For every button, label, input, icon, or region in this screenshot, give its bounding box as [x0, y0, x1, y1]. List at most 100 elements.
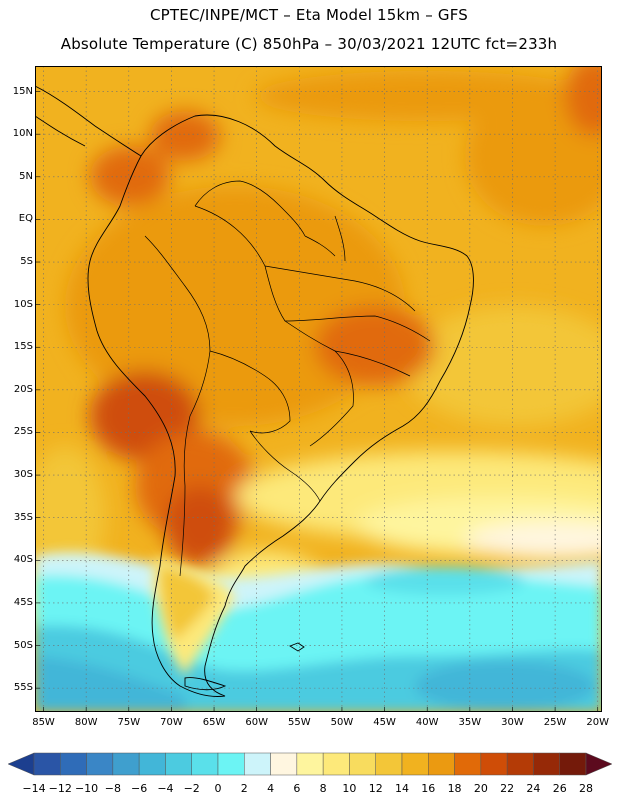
latitude-tick-label: 15N [12, 85, 33, 97]
latitude-tick-label: 30S [13, 469, 33, 481]
colorbar-tick-label: 18 [447, 782, 462, 795]
longitude-tick-label: 55W [288, 717, 311, 728]
colorbar-bin [270, 752, 298, 776]
temperature-zone [65, 186, 405, 426]
longitude-tick-label: 45W [373, 717, 396, 728]
colorbar-bin [428, 752, 455, 776]
colorbar-bin [506, 752, 534, 776]
temperature-zone [90, 146, 170, 206]
latitude-tick-label: 10N [12, 128, 33, 140]
colorbar-bin [349, 752, 376, 776]
temperature-zone [365, 567, 525, 595]
temperature-zone [405, 306, 602, 426]
border-guianas [304, 215, 346, 262]
colorbar-tick-label: 24 [526, 782, 541, 795]
border-argentina [249, 430, 321, 502]
temperature-field [35, 66, 602, 712]
temperature-zone [565, 66, 602, 136]
temperature-zone [315, 306, 435, 386]
colorbar-tick-label: 6 [293, 782, 301, 795]
colorbar-bin [244, 752, 271, 776]
border-bolivia [209, 350, 291, 434]
temperature-zone [165, 486, 235, 566]
tierra-del-fuego [184, 677, 227, 691]
latitude-tick-label: 45S [13, 596, 33, 608]
longitude-tick-label: 70W [160, 717, 183, 728]
colorbar-bin [33, 752, 61, 776]
longitude-tick-label: 75W [117, 717, 141, 728]
chart-title: CPTEC/INPE/MCT – Eta Model 15km – GFS [150, 6, 468, 24]
temperature-zone [465, 521, 602, 561]
longitude-tick-label: 35W [458, 717, 482, 728]
longitude-tick-label: 20W [586, 717, 610, 728]
colorbar-tick-label: 10 [342, 782, 357, 795]
longitude-tick-label: 85W [32, 717, 55, 728]
colorbar-tick-label: 2 [240, 782, 248, 795]
colorbar-tick-label: 4 [267, 782, 275, 795]
border-brazil-west [194, 205, 354, 447]
temperature-zone [150, 111, 220, 161]
longitude-tick-label: 25W [543, 717, 567, 728]
colorbar-arrow-high [585, 752, 613, 776]
colorbar-tick-label: 0 [214, 782, 222, 795]
central-america-coastline [35, 85, 142, 157]
colorbar-bin [191, 752, 219, 776]
colorbar-tick-label: −2 [183, 782, 200, 795]
longitude-tick-label: 65W [202, 717, 226, 728]
colorbar-bin [138, 752, 166, 776]
latitude-tick-label: 55S [13, 682, 33, 694]
colorbar-tick-label: −14 [22, 782, 46, 795]
colorbar-tick-label: −12 [48, 782, 72, 795]
colorbar-bin [559, 752, 587, 776]
coastlines [35, 85, 474, 697]
colorbar-bin [296, 752, 324, 776]
longitude-tick-label: 40W [415, 717, 439, 728]
colorbar-tick-label: 8 [319, 782, 327, 795]
colorbar-bin [165, 752, 192, 776]
latitude-tick-label: 20S [13, 383, 33, 395]
colorbar-bin [322, 752, 350, 776]
colorbar-tick-label: 22 [500, 782, 515, 795]
latitude-tick-label: 35S [13, 511, 33, 523]
colorbar-bin [112, 752, 140, 776]
colorbar-tick-label: −6 [131, 782, 148, 795]
border-brazil-states [264, 265, 431, 377]
colorbar-bin [533, 752, 560, 776]
colorbar-arrow-low [7, 752, 35, 776]
colorbar-bin [454, 752, 482, 776]
longitude-tick-label: 60W [245, 717, 268, 728]
longitude-tick-label: 80W [74, 717, 98, 728]
temperature-zone [465, 86, 602, 226]
colorbar-bin [480, 752, 508, 776]
colorbar-bin [401, 752, 429, 776]
map-panel [35, 66, 602, 712]
colorbar-tick-label: 26 [552, 782, 567, 795]
colorbar-bin [60, 752, 87, 776]
border-venezuela [194, 180, 306, 237]
latitude-tick-label: EQ [18, 213, 33, 225]
latitude-tick-label: 15S [13, 341, 33, 353]
colorbar-tick-label: 28 [579, 782, 593, 795]
latitude-tick-label: 5S [20, 256, 33, 268]
colorbar-tick-label: −10 [74, 782, 99, 795]
colorbar-tick-label: 16 [421, 782, 436, 795]
temperature-zone [415, 661, 595, 711]
temperature-zone [35, 656, 185, 712]
country-borders [144, 180, 431, 577]
map-gridlines [35, 66, 602, 712]
temperature-zone [35, 446, 105, 586]
longitude-tick-label: 50W [330, 717, 354, 728]
colorbar-tick-label: 20 [473, 782, 488, 795]
colorbar-bin [375, 752, 403, 776]
colorbar-tick-label: 14 [395, 782, 409, 795]
falkland-islands [288, 642, 305, 652]
colorbar [7, 752, 613, 776]
colorbar-bin [86, 752, 114, 776]
longitude-tick-label: 30W [501, 717, 524, 728]
latitude-tick-label: 5N [19, 170, 33, 182]
latitude-tick-label: 40S [13, 554, 33, 566]
latitude-tick-label: 10S [13, 298, 33, 310]
border-andes [144, 235, 211, 577]
latitude-tick-label: 25S [13, 426, 33, 438]
colorbar-tick-label: −8 [104, 782, 121, 795]
